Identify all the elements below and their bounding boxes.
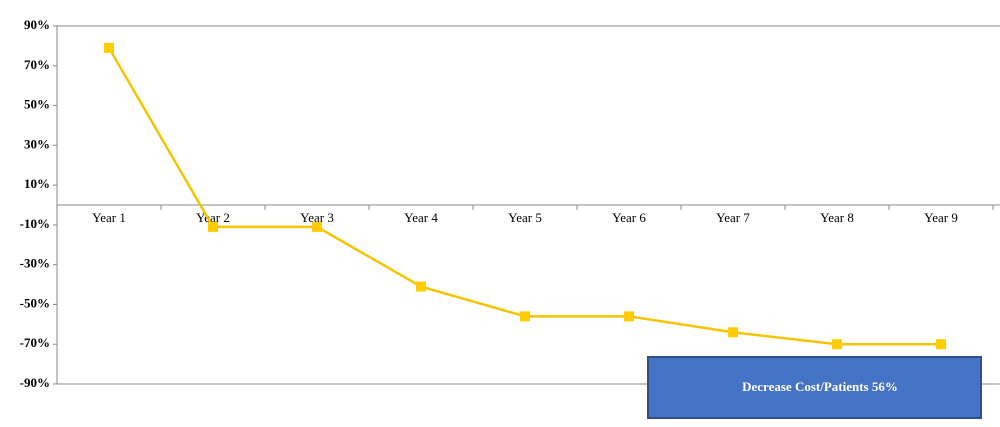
point-marker	[208, 221, 218, 232]
point-marker	[520, 311, 530, 322]
point-marker	[832, 339, 842, 350]
y-tick-label: -90%	[20, 375, 50, 390]
y-tick-label: -70%	[20, 335, 50, 350]
y-tick-label: 30%	[24, 136, 50, 151]
x-tick-label: Year 8	[820, 210, 854, 225]
x-tick-label: Year 3	[300, 210, 334, 225]
annotation-box	[647, 356, 982, 419]
point-marker	[312, 221, 322, 232]
y-tick-label: -30%	[20, 256, 50, 271]
x-tick-label: Year 1	[92, 210, 126, 225]
y-tick-label: -50%	[20, 295, 50, 310]
point-marker	[624, 311, 634, 322]
x-tick-label: Year 7	[716, 210, 750, 225]
y-tick-label: 70%	[24, 57, 50, 72]
point-marker	[416, 281, 426, 292]
x-tick-label: Year 9	[924, 210, 958, 225]
series-line	[107, 47, 941, 346]
y-tick-label: -10%	[20, 216, 50, 231]
y-tick-label: 50%	[24, 97, 50, 112]
point-marker	[728, 327, 738, 338]
x-tick-label: Year 6	[612, 210, 646, 225]
point-marker	[936, 339, 946, 350]
point-marker	[104, 42, 114, 53]
annotation: Decrease Cost/Patients 56%	[742, 379, 898, 394]
y-tick-label: 90%	[24, 17, 50, 32]
y-tick-label: 10%	[24, 176, 50, 191]
x-tick-label: Year 4	[404, 210, 438, 225]
x-tick-label: Year 5	[508, 210, 542, 225]
